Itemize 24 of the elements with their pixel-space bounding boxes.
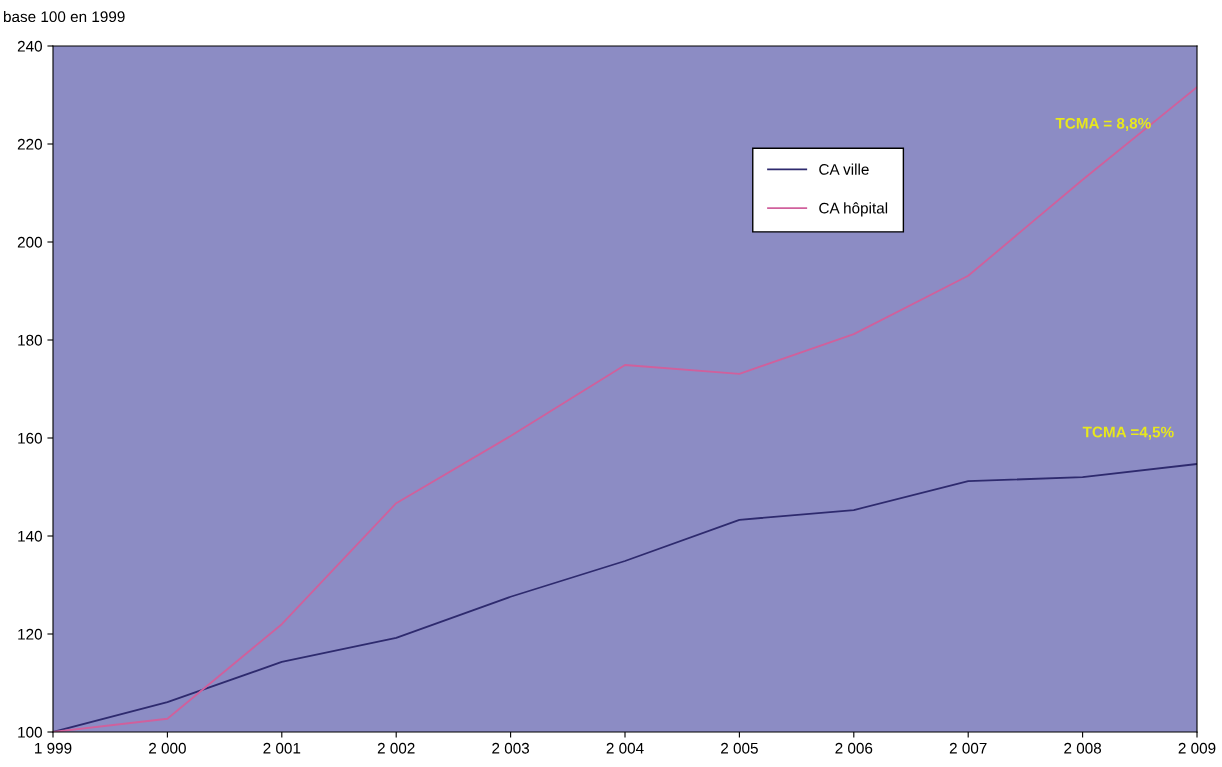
x-tick-label: 1 999: [35, 742, 72, 754]
x-tick-label: 2 004: [606, 742, 644, 754]
annotation: TCMA = 8,8%: [1055, 117, 1151, 131]
legend-label: CA ville: [819, 163, 869, 175]
legend-label: CA hôpital: [819, 202, 888, 217]
y-tick-label: 100: [18, 726, 42, 738]
x-tick-label: 2 003: [492, 742, 530, 754]
x-tick-label: 2 008: [1064, 742, 1102, 754]
y-axis-title: base 100 en 1999: [3, 10, 125, 23]
y-tick-label: 140: [18, 530, 42, 542]
y-tick-label: 200: [17, 236, 42, 248]
y-tick-label: 160: [18, 432, 42, 444]
x-tick-label: 2 009: [1178, 742, 1216, 754]
x-tick-label: 2 001: [263, 742, 301, 754]
y-tick-label: 220: [17, 138, 42, 150]
annotation: TCMA =4,5%: [1082, 426, 1174, 440]
x-tick-label: 2 006: [835, 742, 873, 754]
x-tick-label: 2 007: [949, 742, 987, 754]
x-tick-label: 2 002: [377, 742, 415, 754]
y-tick-label: 180: [18, 334, 42, 346]
x-tick-label: 2 005: [721, 742, 758, 754]
y-tick-label: 240: [17, 40, 42, 52]
x-tick-label: 2 000: [149, 742, 186, 754]
y-tick-label: 120: [18, 628, 42, 640]
